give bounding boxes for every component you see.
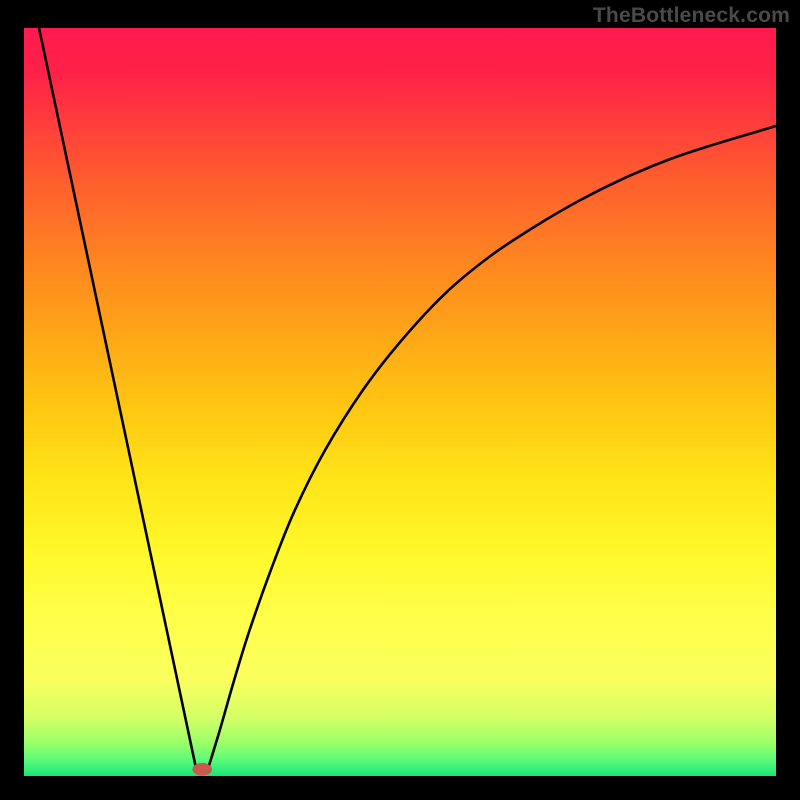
watermark-text: TheBottleneck.com [593,4,790,28]
bottleneck-curve-chart [24,28,776,776]
chart-frame: TheBottleneck.com [0,0,800,800]
plot-area [24,28,776,776]
gradient-background [24,28,776,776]
optimal-point-marker [192,763,212,776]
